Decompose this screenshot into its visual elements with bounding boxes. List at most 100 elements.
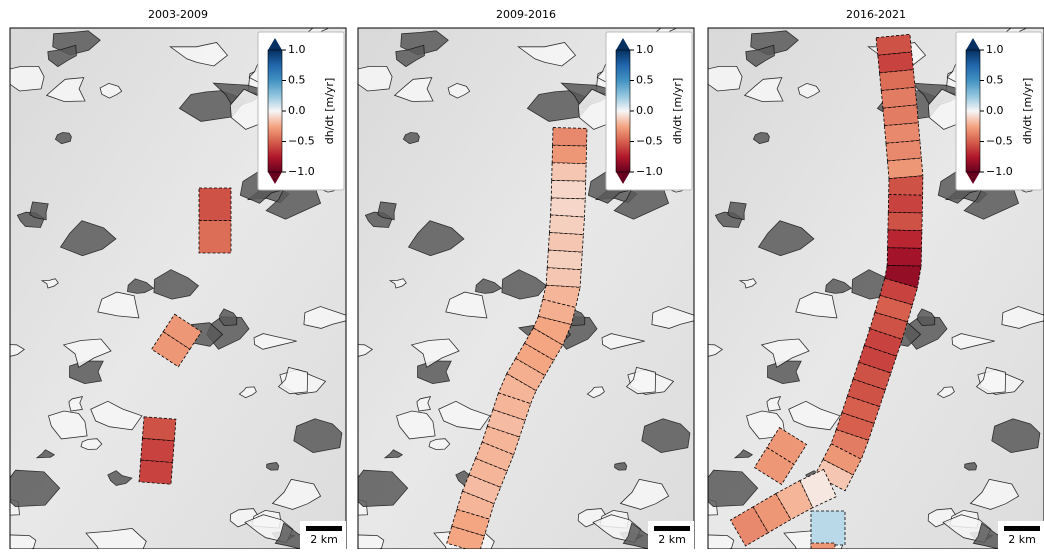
terrain xyxy=(358,534,385,549)
colorbar-extend-low xyxy=(966,172,980,184)
terrain xyxy=(68,396,84,412)
panel-title: 2016-2021 xyxy=(846,8,906,21)
map-panel: 2003-2009 1.0 0.5 0.0 −0.5 −1.0 dh/dt [m/yr] 2 … xyxy=(9,8,347,550)
colorbar-tick-label: −0.5 xyxy=(636,135,663,148)
dhdt-segment xyxy=(887,211,923,232)
colorbar-tick-label: 0.5 xyxy=(288,74,306,87)
terrain xyxy=(97,291,140,319)
terrain xyxy=(90,400,143,431)
terrain xyxy=(517,42,577,67)
panel-title: 2009-2016 xyxy=(496,8,556,21)
colorbar-tick-label: 0.0 xyxy=(288,104,306,117)
terrain xyxy=(445,291,488,319)
terrain xyxy=(951,333,995,350)
terrain xyxy=(10,66,45,92)
dhdt-segment xyxy=(880,86,918,109)
terrain xyxy=(760,338,810,368)
terrain xyxy=(795,291,838,319)
scale-bar xyxy=(1004,526,1040,531)
terrain xyxy=(936,386,955,399)
colorbar-tick-label: −1.0 xyxy=(986,165,1013,178)
dhdt-segment xyxy=(151,331,191,368)
terrain xyxy=(62,338,112,368)
colorbar-label: dh/dt [m/yr] xyxy=(671,78,684,145)
colorbar-label: dh/dt [m/yr] xyxy=(323,78,336,145)
terrain xyxy=(438,400,491,431)
terrain xyxy=(277,366,308,395)
dhdt-segment xyxy=(198,187,232,221)
terrain xyxy=(219,308,238,327)
terrain xyxy=(388,278,407,289)
terrain xyxy=(407,220,465,257)
terrain xyxy=(48,410,88,440)
terrain xyxy=(395,44,425,68)
terrain xyxy=(417,360,452,385)
dhdt-segment xyxy=(875,33,913,56)
dhdt-segment xyxy=(552,127,588,147)
terrain xyxy=(745,44,775,68)
colorbar-extend-low xyxy=(268,172,282,184)
terrain xyxy=(358,469,409,508)
colorbar-label: dh/dt [m/yr] xyxy=(1021,78,1034,145)
terrain xyxy=(991,418,1041,454)
terrain xyxy=(767,360,802,385)
terrain xyxy=(383,449,404,459)
terrain xyxy=(972,522,1007,549)
terrain xyxy=(80,438,103,450)
terrain xyxy=(622,522,657,549)
colorbar-tick-label: 0.5 xyxy=(636,74,654,87)
terrain xyxy=(238,386,257,399)
colorbar xyxy=(615,49,631,173)
dhdt-segment xyxy=(884,122,921,144)
dhdt-segment xyxy=(882,104,919,127)
dhdt-segment xyxy=(547,232,584,253)
terrain xyxy=(738,278,757,289)
map-panel: 2016-2021 1.0 0.5 0.0 −0.5 −1.0 dh/dt [m/yr] 2 … xyxy=(707,8,1044,550)
terrain xyxy=(396,410,436,440)
terrain xyxy=(428,438,451,450)
scale-bar-label: 2 km xyxy=(1008,533,1036,546)
dhdt-segment xyxy=(138,459,174,485)
terrain xyxy=(271,478,322,510)
terrain xyxy=(107,470,133,486)
terrain xyxy=(99,82,123,99)
terrain xyxy=(45,77,86,102)
terrain xyxy=(743,77,784,102)
dhdt-segment xyxy=(551,144,587,165)
terrain xyxy=(358,344,374,357)
dhdt-segment xyxy=(545,267,582,288)
terrain xyxy=(393,77,434,102)
terrain xyxy=(1001,306,1044,329)
terrain xyxy=(975,366,1006,395)
terrain xyxy=(825,278,853,294)
terrain xyxy=(40,278,59,289)
colorbar-tick-label: 1.0 xyxy=(288,43,306,56)
terrain xyxy=(797,82,821,99)
colorbar-tick-label: 1.0 xyxy=(986,43,1004,56)
colorbar-extend-high xyxy=(268,38,282,50)
terrain xyxy=(169,42,229,67)
terrain xyxy=(59,220,117,257)
terrain xyxy=(153,269,200,300)
terrain xyxy=(651,306,694,329)
terrain xyxy=(416,396,432,412)
terrain xyxy=(10,344,26,357)
scale-bar xyxy=(654,526,690,531)
terrain xyxy=(358,66,393,92)
terrain xyxy=(757,220,815,257)
scale-bar-label: 2 km xyxy=(658,533,686,546)
dhdt-segment xyxy=(810,510,846,546)
dhdt-segment xyxy=(140,438,175,463)
scale-bar xyxy=(306,526,342,531)
terrain xyxy=(708,534,735,549)
terrain xyxy=(501,269,548,300)
terrain xyxy=(303,306,346,329)
terrain xyxy=(708,344,724,357)
dhdt-segment xyxy=(546,249,583,271)
terrain xyxy=(377,201,397,221)
terrain xyxy=(253,333,297,350)
dhdt-segment xyxy=(810,542,836,549)
colorbar-extend-high xyxy=(966,38,980,50)
dhdt-segment xyxy=(814,458,854,492)
